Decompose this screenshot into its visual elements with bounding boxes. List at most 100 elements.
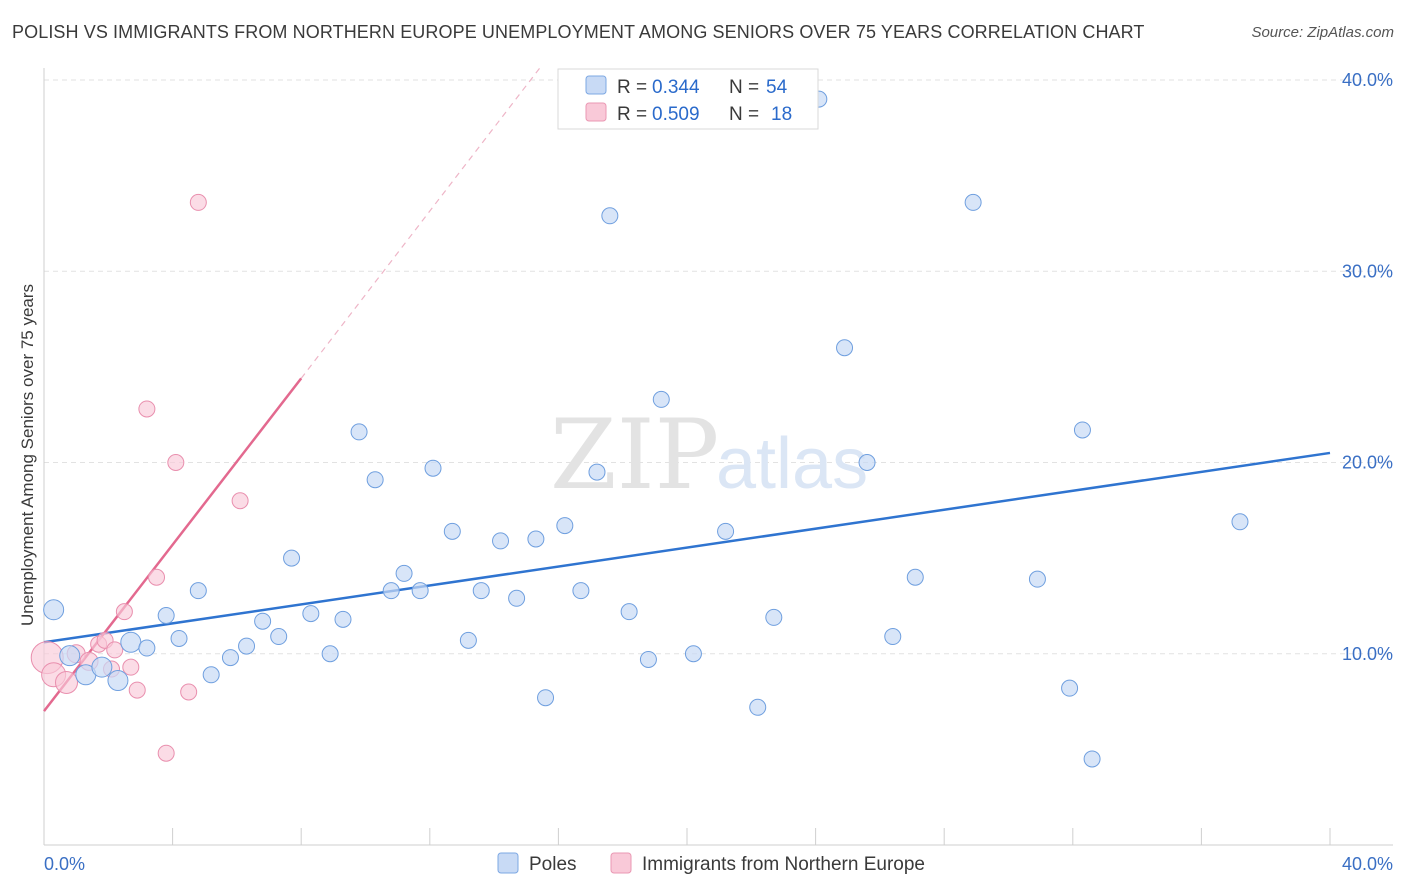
immigrants-trend-extension bbox=[300, 64, 543, 379]
x-tick-label-min: 0.0% bbox=[44, 854, 85, 874]
y-tick-label: 10.0% bbox=[1342, 644, 1393, 664]
poles-point bbox=[424, 459, 442, 477]
poles-point bbox=[270, 628, 288, 646]
y-tick-labels: 10.0% 20.0% 30.0% 40.0% bbox=[1342, 70, 1393, 664]
poles-point bbox=[639, 650, 657, 668]
series-legend: Poles Immigrants from Northern Europe bbox=[497, 852, 925, 875]
poles-point bbox=[527, 530, 545, 548]
axes bbox=[43, 68, 1393, 846]
legend-n-label-immigrants: N = bbox=[729, 104, 759, 125]
poles-point bbox=[321, 645, 339, 663]
poles-point bbox=[283, 549, 301, 567]
watermark-atlas: atlas bbox=[716, 424, 868, 504]
poles-point bbox=[1231, 513, 1249, 531]
poles-point bbox=[138, 639, 156, 657]
poles-point bbox=[601, 207, 619, 225]
bottom-legend-swatch-poles bbox=[497, 852, 519, 874]
poles-point bbox=[238, 637, 256, 655]
poles-point bbox=[59, 645, 81, 667]
poles-point bbox=[43, 599, 65, 621]
poles-point bbox=[1073, 421, 1091, 439]
poles-point bbox=[556, 517, 574, 535]
poles-point bbox=[537, 689, 555, 707]
legend-r-label-poles: R = bbox=[617, 77, 647, 98]
bottom-legend-poles: Poles bbox=[529, 854, 577, 875]
immigrants-point bbox=[167, 454, 185, 471]
immigrants-point bbox=[128, 681, 146, 699]
poles-point bbox=[366, 471, 384, 489]
immigrants-point bbox=[106, 641, 124, 659]
watermark-zip: ZIP bbox=[550, 399, 719, 511]
poles-point bbox=[221, 649, 239, 667]
poles-point bbox=[884, 628, 902, 646]
poles-point bbox=[765, 608, 783, 626]
poles-point bbox=[964, 193, 982, 211]
poles-point bbox=[1083, 750, 1101, 768]
poles-point bbox=[588, 463, 606, 481]
y-tick-label: 40.0% bbox=[1342, 70, 1393, 90]
poles-point bbox=[254, 612, 272, 630]
poles-point bbox=[472, 582, 490, 600]
immigrants-point bbox=[122, 658, 140, 676]
bottom-legend-immigrants: Immigrants from Northern Europe bbox=[642, 854, 925, 875]
poles-point bbox=[350, 423, 368, 441]
grid-lines bbox=[44, 79, 1393, 655]
poles-point bbox=[1028, 570, 1046, 588]
poles-trend-line bbox=[43, 451, 1331, 644]
trend-lines bbox=[43, 64, 1331, 712]
immigrants-point bbox=[189, 193, 207, 211]
chart-title: POLISH VS IMMIGRANTS FROM NORTHERN EUROP… bbox=[12, 22, 1145, 42]
poles-point bbox=[202, 666, 220, 684]
poles-point bbox=[652, 390, 670, 408]
legend-r-value-poles: 0.344 bbox=[652, 77, 700, 98]
poles-point bbox=[684, 645, 702, 663]
x-tick-label-max: 40.0% bbox=[1342, 854, 1393, 874]
immigrants-point bbox=[55, 670, 79, 694]
legend-r-label-immigrants: R = bbox=[617, 104, 647, 125]
immigrants-point bbox=[157, 744, 175, 762]
watermark: ZIP atlas bbox=[550, 399, 868, 511]
legend-swatch-immigrants bbox=[585, 102, 607, 122]
chart-source: Source: ZipAtlas.com bbox=[1251, 24, 1394, 41]
legend-n-value-poles: 54 bbox=[766, 77, 788, 98]
poles-point bbox=[572, 582, 590, 600]
poles-point bbox=[1061, 679, 1079, 697]
poles-point bbox=[302, 605, 320, 623]
immigrants-point bbox=[138, 400, 156, 418]
y-axis-label: Unemployment Among Seniors over 75 years bbox=[18, 284, 37, 626]
poles-point bbox=[334, 610, 352, 628]
poles-point bbox=[120, 631, 142, 653]
poles-point bbox=[906, 568, 924, 586]
poles-point bbox=[382, 582, 400, 600]
poles-point bbox=[170, 629, 188, 647]
correlation-legend: R = 0.344 N = 54 R = 0.509 N = 18 bbox=[557, 68, 819, 130]
poles-point bbox=[107, 670, 129, 692]
poles-point bbox=[717, 522, 735, 540]
poles-point bbox=[459, 631, 477, 649]
poles-point bbox=[395, 564, 413, 582]
legend-r-value-immigrants: 0.509 bbox=[652, 104, 700, 125]
poles-point bbox=[443, 522, 461, 540]
bottom-legend-swatch-immigrants bbox=[610, 852, 632, 874]
poles-point bbox=[620, 603, 638, 621]
y-tick-label: 30.0% bbox=[1342, 261, 1393, 281]
poles-point bbox=[749, 698, 767, 716]
immigrants-point bbox=[231, 492, 249, 510]
poles-point bbox=[91, 656, 113, 678]
legend-n-label-poles: N = bbox=[729, 77, 759, 98]
poles-point bbox=[836, 339, 854, 357]
poles-point bbox=[492, 532, 510, 550]
y-tick-label: 20.0% bbox=[1342, 453, 1393, 473]
poles-points bbox=[43, 90, 1249, 768]
poles-point bbox=[508, 589, 526, 607]
poles-point bbox=[189, 582, 207, 600]
poles-point bbox=[157, 607, 175, 624]
immigrants-point bbox=[115, 603, 133, 621]
legend-n-value-immigrants: 18 bbox=[771, 104, 792, 125]
legend-swatch-poles bbox=[585, 75, 607, 95]
immigrants-point bbox=[180, 683, 198, 701]
poles-point bbox=[411, 582, 429, 600]
poles-point bbox=[858, 454, 876, 471]
immigrants-point bbox=[148, 568, 166, 586]
